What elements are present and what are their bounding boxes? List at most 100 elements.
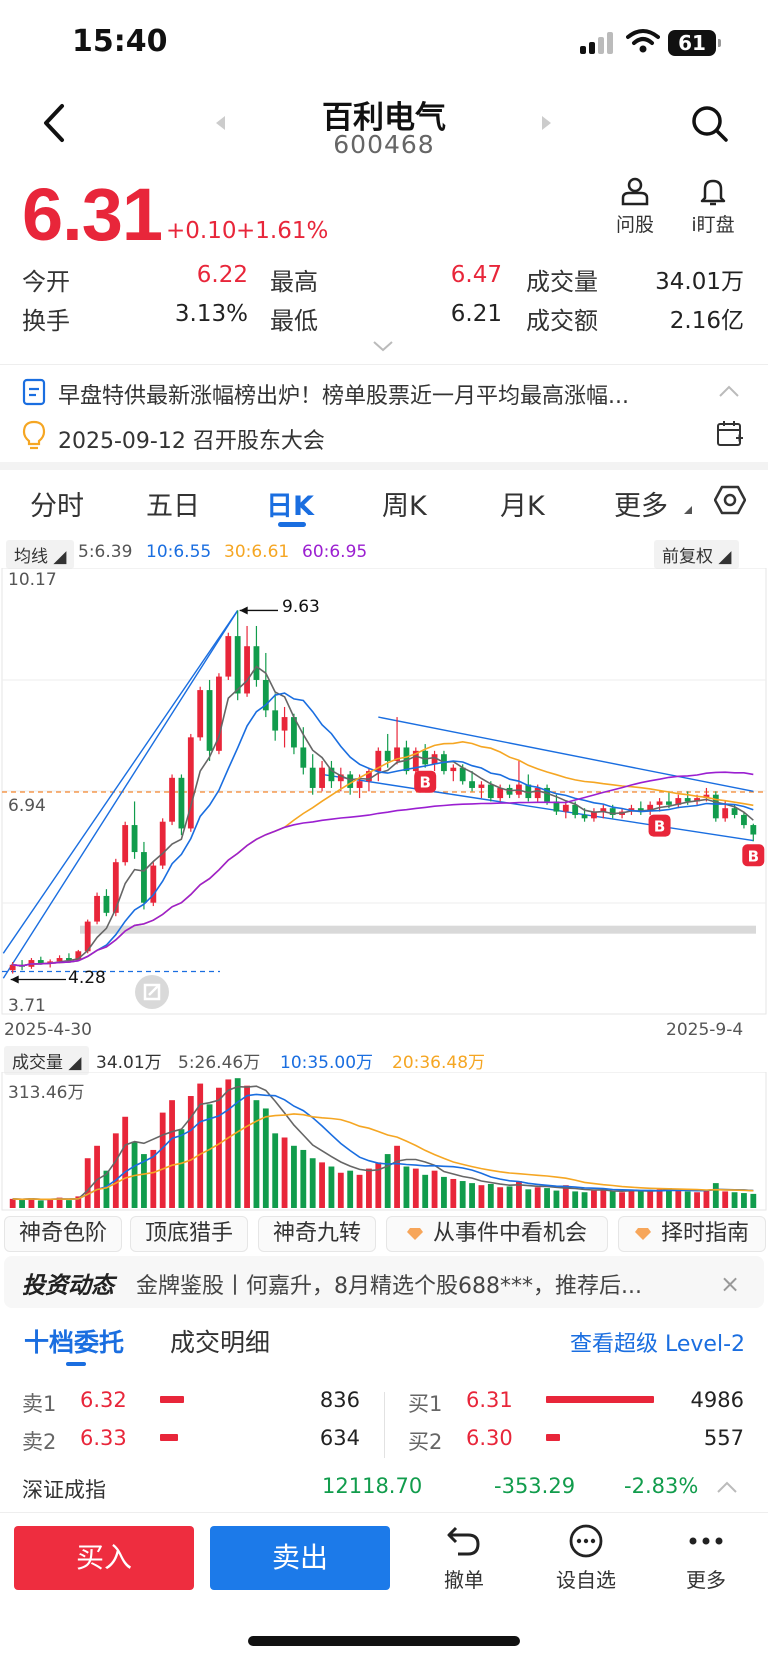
volume-bar bbox=[684, 1191, 691, 1208]
buy-marker[interactable] bbox=[742, 844, 765, 867]
candle-body bbox=[572, 804, 579, 815]
volume-bar bbox=[309, 1158, 316, 1208]
news-banner[interactable] bbox=[4, 1256, 764, 1308]
news-logo: 投资动态 bbox=[22, 1273, 114, 1299]
candle-body bbox=[122, 825, 129, 863]
buy-marker[interactable] bbox=[648, 814, 671, 837]
candle-body bbox=[225, 636, 232, 677]
timing-guide-pill[interactable]: 择时指南 bbox=[618, 1216, 766, 1252]
tab-monthly-k[interactable]: 月K bbox=[500, 491, 545, 522]
back-icon[interactable] bbox=[34, 100, 74, 146]
next-stock-icon[interactable] bbox=[542, 116, 551, 130]
cancel-order-button[interactable]: 撤单 bbox=[414, 1524, 514, 1593]
sell2-price: 6.33 bbox=[80, 1426, 127, 1450]
event-notice[interactable]: 2025-09-12 召开股东大会 bbox=[58, 429, 325, 454]
candlestick-chart[interactable]: B B B bbox=[0, 568, 768, 1016]
candle-body bbox=[384, 750, 391, 761]
candle-body bbox=[731, 808, 738, 815]
volume-bar bbox=[225, 1079, 232, 1208]
magic-nine-pill[interactable]: 神奇九转 bbox=[258, 1216, 376, 1252]
candle-body bbox=[300, 747, 307, 768]
ask-stock-button[interactable]: 问股 bbox=[600, 176, 670, 237]
draw-tool-icon[interactable] bbox=[134, 974, 170, 1010]
turnover-value: 3.13% bbox=[174, 301, 248, 327]
volume-bar bbox=[469, 1183, 475, 1208]
event-opportunity-pill[interactable]: 从事件中看机会 bbox=[386, 1216, 608, 1252]
buy-marker[interactable] bbox=[414, 770, 437, 793]
candle-body bbox=[56, 958, 63, 962]
volume-bar bbox=[675, 1190, 682, 1208]
status-time: 15:40 bbox=[72, 24, 168, 59]
tab-order-book[interactable]: 十档委托 bbox=[24, 1328, 125, 1357]
candle-body bbox=[309, 767, 316, 788]
volume-selector[interactable]: 成交量 ◢ bbox=[4, 1046, 90, 1075]
ma5-legend: 5:6.39 bbox=[78, 542, 133, 562]
more-button[interactable]: 更多 bbox=[656, 1524, 756, 1593]
candle-body bbox=[675, 798, 682, 805]
watch-board-label: i盯盘 bbox=[691, 214, 735, 236]
candle-body bbox=[722, 808, 729, 819]
news-notice[interactable]: 早盘特供最新涨幅榜出炉！榜单股票近一月平均最高涨幅... bbox=[58, 384, 629, 409]
candle-body bbox=[216, 676, 222, 751]
open-value: 6.22 bbox=[196, 262, 248, 288]
volume-bar bbox=[534, 1187, 541, 1208]
volume-bar bbox=[741, 1193, 747, 1208]
candle-body bbox=[656, 801, 663, 805]
candle-body bbox=[375, 750, 382, 772]
volume-bar bbox=[722, 1191, 729, 1208]
candle-body bbox=[131, 825, 138, 853]
volume-bar bbox=[122, 1116, 129, 1208]
ma-selector[interactable]: 均线 ◢ bbox=[6, 540, 75, 569]
news-text[interactable]: 金牌鉴股丨何嘉升，8月精选个股688***，推荐后... bbox=[136, 1274, 642, 1299]
calendar-add-icon[interactable] bbox=[716, 420, 744, 448]
volume-chart[interactable] bbox=[0, 1072, 768, 1212]
magic-color-scale-pill[interactable]: 神奇色阶 bbox=[4, 1216, 122, 1252]
tab-daily-k[interactable]: 日K bbox=[266, 491, 314, 522]
adjust-selector[interactable]: 前复权 ◢ bbox=[654, 540, 740, 569]
volume-bar bbox=[375, 1162, 382, 1208]
volume-bar bbox=[19, 1199, 25, 1208]
candle-body bbox=[66, 958, 72, 961]
candle-body bbox=[609, 808, 616, 815]
search-icon[interactable] bbox=[690, 104, 730, 144]
candle-body bbox=[666, 801, 672, 805]
volume-bar bbox=[94, 1145, 100, 1208]
chevron-down-icon[interactable] bbox=[372, 340, 394, 352]
volume-bar bbox=[103, 1170, 110, 1208]
buy-button[interactable]: 买入 bbox=[14, 1526, 194, 1590]
level2-link[interactable]: 查看超级 Level-2 bbox=[570, 1332, 746, 1357]
candle-body bbox=[281, 717, 288, 731]
settings-icon[interactable] bbox=[714, 484, 746, 516]
candle-body bbox=[169, 777, 175, 822]
chevron-up-icon[interactable] bbox=[718, 384, 740, 398]
volume-bar bbox=[300, 1149, 307, 1208]
volume-bar bbox=[731, 1192, 738, 1208]
add-watchlist-button[interactable]: 设自选 bbox=[536, 1524, 636, 1593]
index-name[interactable]: 深证成指 bbox=[22, 1478, 106, 1502]
tab-five-day[interactable]: 五日 bbox=[146, 491, 200, 522]
prev-stock-icon[interactable] bbox=[216, 116, 225, 130]
volume-ma10-line bbox=[12, 1093, 754, 1201]
tab-more[interactable]: 更多 bbox=[614, 491, 668, 522]
tab-trade-details[interactable]: 成交明细 bbox=[170, 1328, 271, 1357]
volume-ma5-legend: 5:26.46万 bbox=[178, 1053, 261, 1073]
volume-legend-value: 34.01万 bbox=[96, 1053, 162, 1073]
top-bottom-hunter-pill[interactable]: 顶底猎手 bbox=[130, 1216, 248, 1252]
index-pct: -2.83% bbox=[624, 1474, 699, 1498]
candle-body bbox=[37, 960, 44, 964]
tab-weekly-k[interactable]: 周K bbox=[382, 491, 427, 522]
ma30-legend: 30:6.61 bbox=[224, 542, 290, 562]
candles bbox=[9, 610, 757, 974]
amount-label: 成交额 bbox=[526, 307, 598, 335]
close-icon[interactable]: × bbox=[720, 1270, 741, 1298]
tab-indicator bbox=[278, 522, 306, 527]
volume-bar bbox=[178, 1129, 185, 1208]
tab-intraday[interactable]: 分时 bbox=[30, 491, 84, 522]
sell-button[interactable]: 卖出 bbox=[210, 1526, 390, 1590]
tab-underline bbox=[66, 1362, 86, 1366]
support-zone bbox=[80, 925, 756, 934]
chevron-up-icon[interactable] bbox=[716, 1480, 738, 1494]
watch-board-button[interactable]: i盯盘 bbox=[678, 176, 748, 237]
volume-bar bbox=[647, 1190, 654, 1208]
candle-body bbox=[591, 811, 597, 819]
